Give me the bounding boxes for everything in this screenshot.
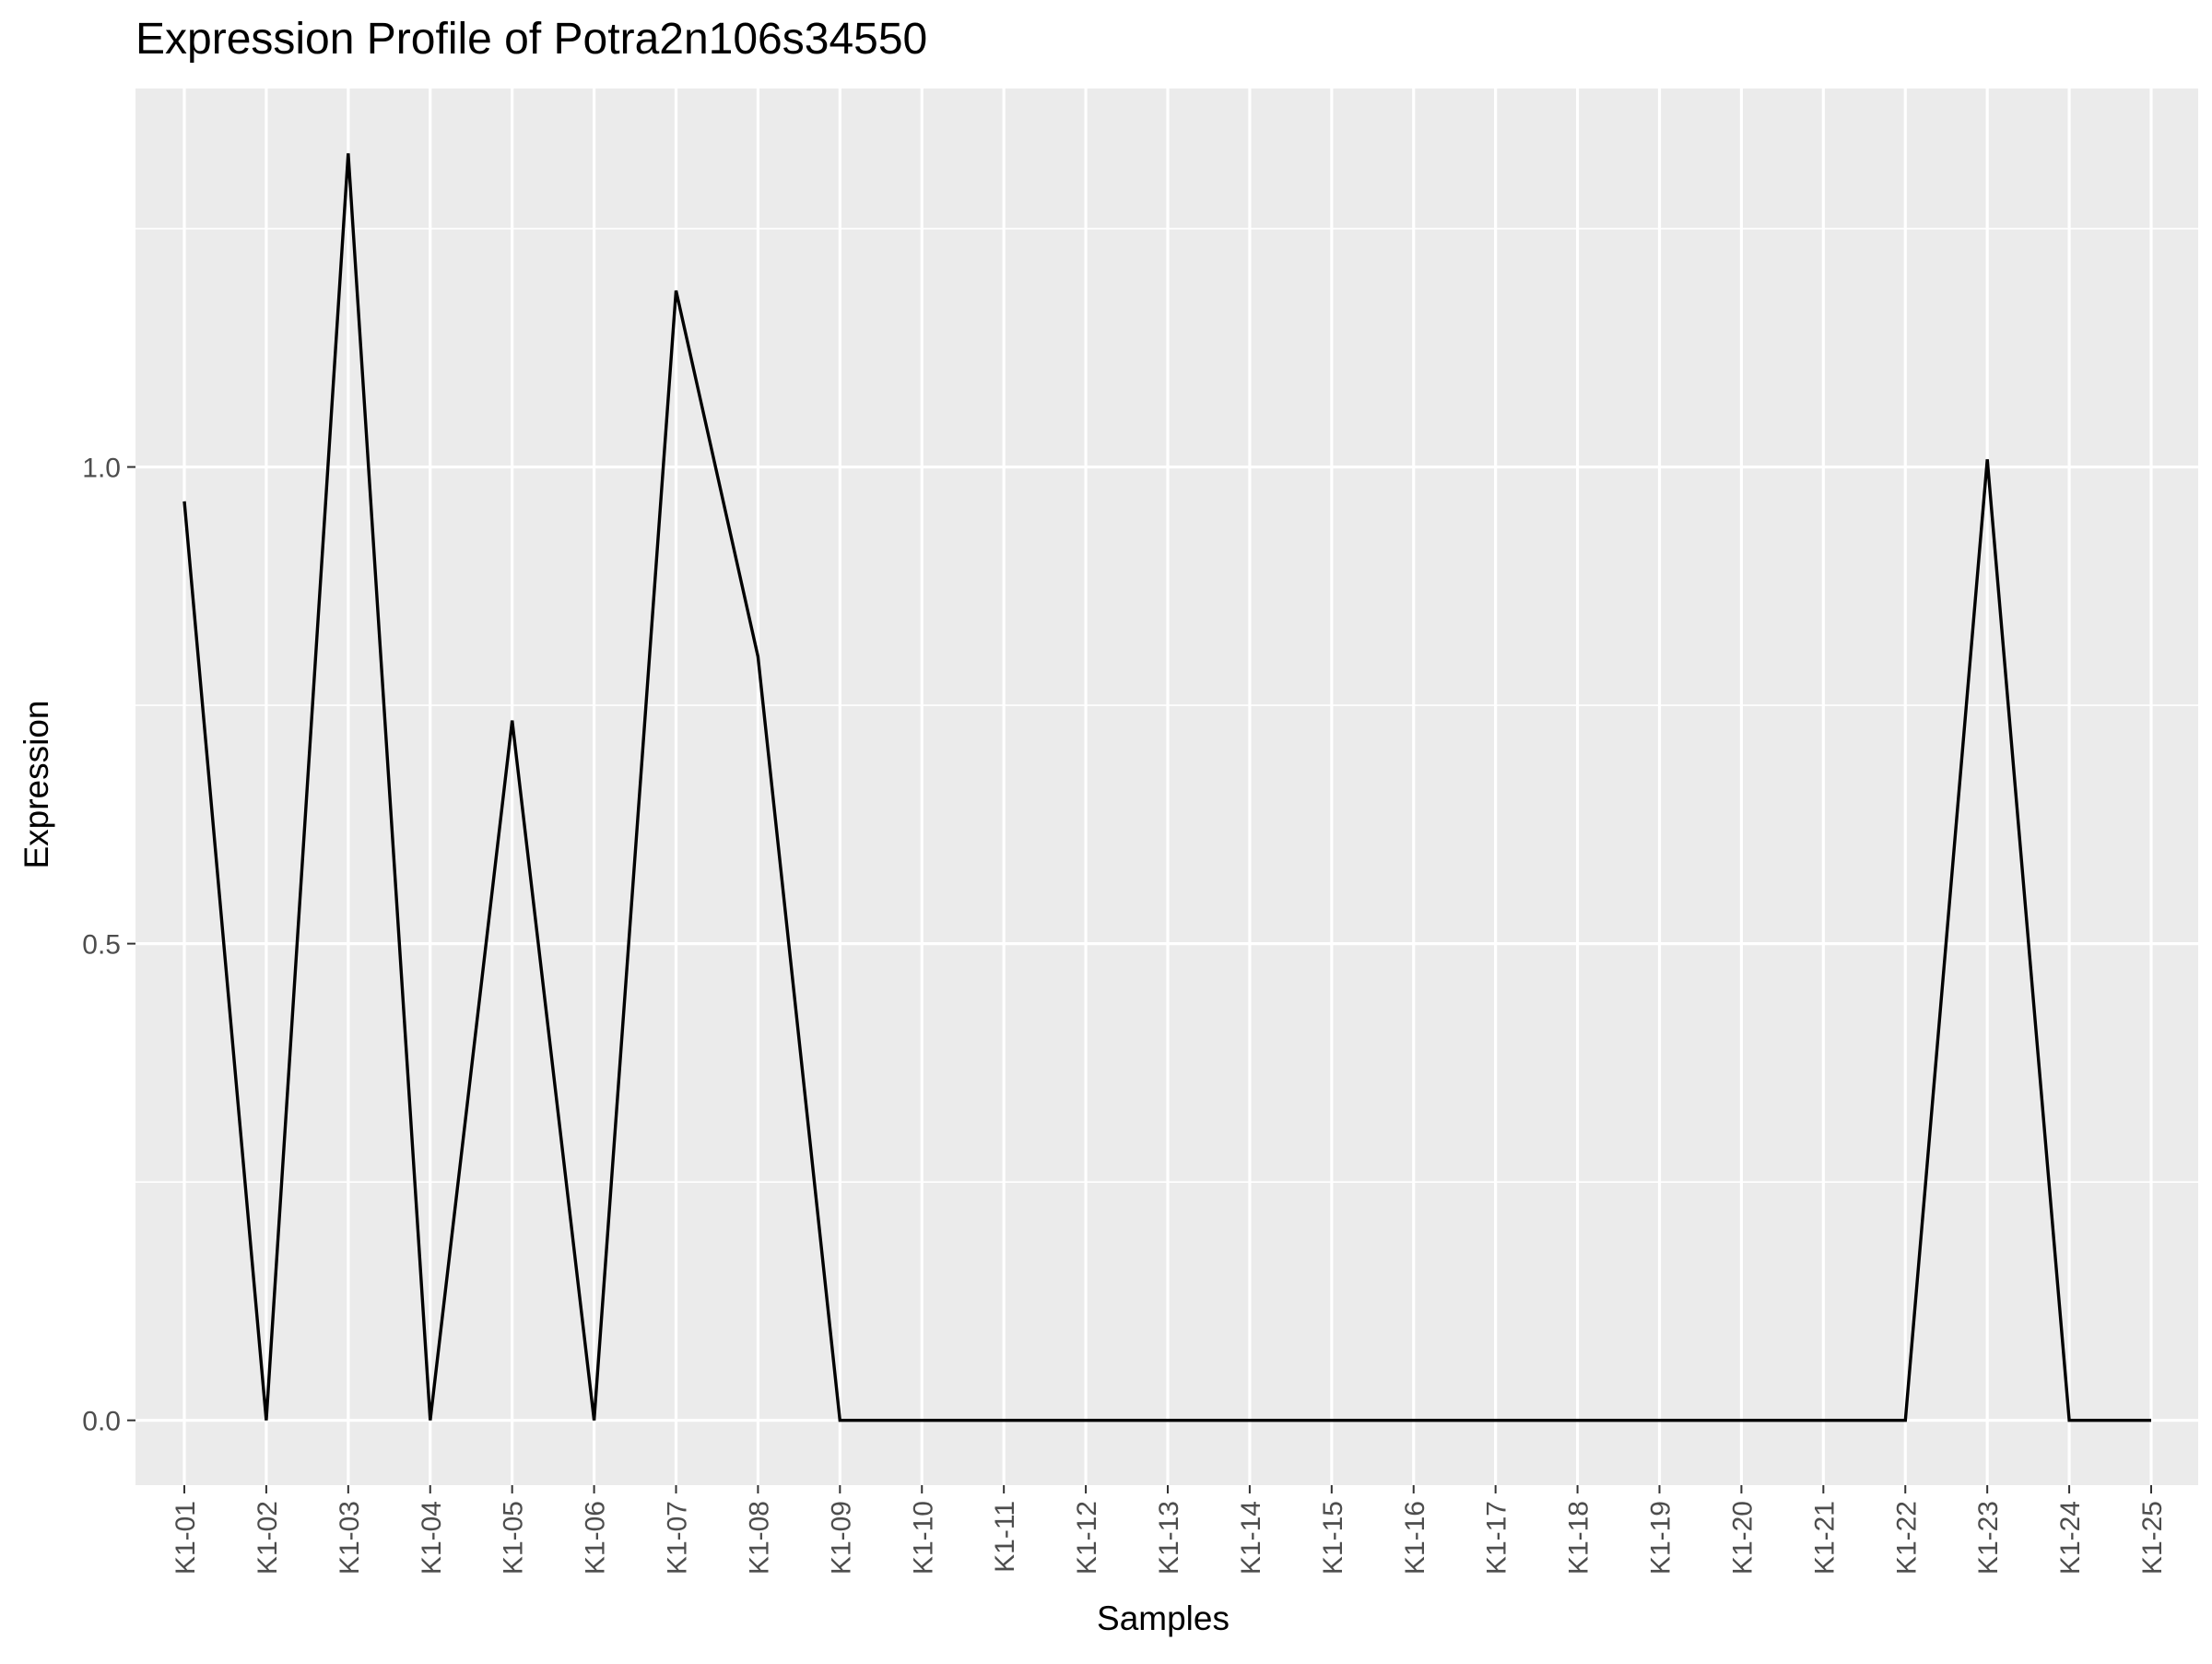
x-tick-label: K1-08 xyxy=(744,1501,774,1575)
x-tick-label: K1-12 xyxy=(1072,1501,1102,1575)
x-tick-label: K1-20 xyxy=(1727,1501,1758,1575)
x-tick-label: K1-06 xyxy=(581,1501,611,1575)
x-tick-label: K1-24 xyxy=(2055,1501,2086,1575)
series-layer xyxy=(182,153,2151,1422)
grid-lines xyxy=(135,89,2198,1485)
x-tick-label: K1-11 xyxy=(990,1501,1020,1573)
y-tick-label: 0.5 xyxy=(82,930,121,961)
axis-ticks: 0.0 0.5 1.0 K1-01 K1-02 K1-03 K1-04 K1-05 K1-06 K… xyxy=(82,454,2168,1575)
x-tick-label: K1-04 xyxy=(417,1501,447,1575)
x-tick-label: K1-05 xyxy=(499,1501,529,1575)
x-tick-label: K1-25 xyxy=(2137,1501,2168,1575)
x-tick-label: K1-16 xyxy=(1400,1501,1430,1575)
x-tick-label: K1-03 xyxy=(335,1501,365,1575)
y-tick-label: 0.0 xyxy=(82,1407,121,1437)
x-tick-label: K1-21 xyxy=(1809,1501,1840,1575)
x-tick-label: K1-09 xyxy=(826,1501,856,1575)
series-line xyxy=(182,153,2151,1422)
x-tick-label: K1-14 xyxy=(1236,1501,1266,1575)
x-tick-label: K1-18 xyxy=(1564,1501,1594,1575)
y-tick-label: 1.0 xyxy=(82,454,121,484)
x-axis-title: Samples xyxy=(1097,1599,1230,1637)
chart-title: Expression Profile of Potra2n106s34550 xyxy=(135,15,927,64)
x-tick-label: K1-10 xyxy=(908,1501,938,1575)
x-tick-label: K1-07 xyxy=(663,1501,693,1575)
y-axis-title: Expression xyxy=(18,700,55,868)
x-tick-label: K1-01 xyxy=(171,1501,201,1575)
x-tick-label: K1-23 xyxy=(1973,1501,2004,1575)
x-tick-label: K1-17 xyxy=(1482,1501,1512,1575)
x-tick-label: K1-13 xyxy=(1154,1501,1184,1575)
x-tick-label: K1-02 xyxy=(253,1501,283,1575)
x-tick-label: K1-19 xyxy=(1646,1501,1677,1575)
x-tick-label: K1-15 xyxy=(1318,1501,1348,1575)
x-tick-label: K1-22 xyxy=(1891,1501,1922,1575)
